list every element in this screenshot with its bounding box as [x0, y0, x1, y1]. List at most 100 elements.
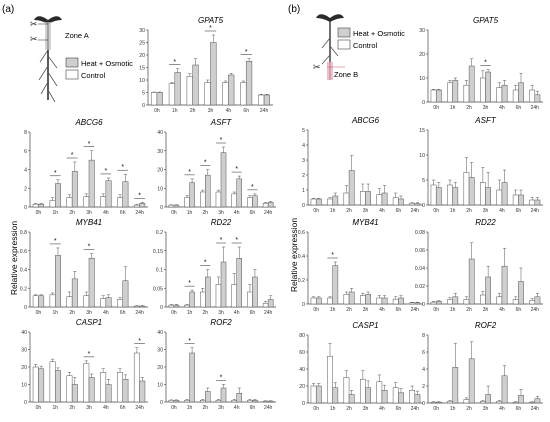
bar-treatment	[518, 194, 524, 206]
bar-control	[359, 191, 366, 206]
bar-control	[512, 401, 519, 404]
y-tick-label: 15	[139, 66, 145, 72]
y-tick-label: 20	[419, 52, 425, 58]
bar-treatment	[71, 171, 78, 208]
x-tick-label: 2h	[466, 105, 472, 111]
bar-control	[327, 198, 333, 206]
panel-label-b: (b)	[288, 4, 300, 15]
legend-b-treatment: Heat + Osmotic	[353, 29, 405, 38]
x-tick-label: 3h	[483, 307, 489, 313]
bar-treatment	[468, 177, 475, 206]
chart-title: MYB41	[76, 218, 102, 227]
bar-treatment	[236, 258, 242, 308]
significance-star: *	[484, 60, 487, 67]
bar-treatment	[228, 74, 235, 106]
y-tick-label: 0.04	[415, 266, 425, 272]
root-illustration-a	[34, 16, 62, 103]
bar-control	[215, 191, 222, 208]
bar-treatment	[365, 294, 372, 305]
y-tick-label: 0.08	[415, 230, 425, 236]
y-tick-label: 25	[139, 41, 145, 47]
x-tick-label: 2h	[346, 208, 352, 214]
bar-treatment	[105, 297, 112, 308]
x-tick-label: 0h	[171, 405, 177, 411]
x-tick-label: 24h	[531, 307, 540, 313]
legend-a: Heat + Osmotic Control	[65, 57, 133, 80]
x-tick-label: 0h	[313, 406, 319, 412]
bar-control	[222, 82, 229, 106]
y-tick-label: 40	[299, 367, 305, 373]
chart-a-rd22: RD22 0 0.05 0.1 0.15 0.2 0h 1h 2h 3h 4h 6h 24h * * * *	[153, 218, 276, 316]
bar-control	[310, 297, 317, 305]
bar-treatment	[414, 302, 421, 305]
bar-control	[168, 400, 175, 403]
y-tick-label: 20	[157, 365, 163, 371]
bar-treatment	[210, 42, 217, 106]
bar-control	[496, 401, 503, 404]
bar-treatment	[348, 170, 355, 206]
bar-treatment	[485, 187, 492, 206]
legend-a-treatment: Heat + Osmotic	[81, 59, 133, 68]
x-tick-label: 24h	[135, 310, 144, 316]
bar-treatment	[485, 394, 492, 404]
bar-control	[376, 194, 383, 206]
significance-star: *	[220, 375, 223, 382]
y-tick-label: 20	[157, 168, 163, 174]
bar-treatment	[315, 198, 322, 206]
bar-treatment	[236, 393, 242, 403]
x-tick-label: 0h	[36, 310, 42, 316]
x-tick-label: 2h	[466, 307, 472, 313]
y-tick-label: 0.8	[20, 230, 27, 236]
bar-treatment	[534, 398, 541, 404]
bar-treatment	[189, 291, 195, 308]
bar-control	[231, 193, 237, 208]
x-tick-label: 2h	[203, 405, 209, 411]
y-tick-label: 0.4	[20, 268, 27, 274]
significance-star: *	[88, 244, 91, 251]
bar-treatment	[205, 276, 211, 308]
bar-control	[376, 381, 383, 404]
x-tick-label: 1h	[53, 405, 59, 411]
x-tick-label: 2h	[203, 310, 209, 316]
chart-a-rof2: ROF2 0 10 20 30 40 0h 1h 2h 3h 4h 6h 24h * *	[157, 318, 276, 411]
x-tick-label: 6h	[396, 406, 402, 412]
bar-control	[409, 203, 416, 206]
x-tick-label: 24h	[135, 210, 144, 216]
bar-control	[247, 197, 253, 208]
chart-title: ASFT	[474, 116, 497, 125]
bar-treatment	[381, 297, 388, 305]
x-tick-label: 6h	[250, 210, 256, 216]
y-tick-label: 4	[24, 168, 27, 174]
bar-treatment	[252, 195, 258, 208]
y-tick-label: 40	[21, 330, 27, 336]
bar-control	[310, 198, 317, 206]
bar-control	[327, 356, 333, 404]
bar-treatment	[414, 203, 421, 206]
bar-treatment	[501, 182, 508, 206]
bar-control	[529, 300, 536, 305]
bar-treatment	[236, 178, 242, 208]
x-tick-label: 4h	[379, 307, 385, 313]
x-tick-label: 3h	[483, 208, 489, 214]
x-tick-label: 2h	[69, 210, 75, 216]
chart-b-asft: ASFT 0 5 10 15 0h 1h 2h 3h 4h 6h 24h	[419, 116, 543, 214]
bar-treatment	[518, 395, 524, 404]
bar-control	[392, 387, 399, 404]
x-tick-label: 24h	[411, 406, 420, 412]
y-tick-label: 80	[299, 333, 305, 339]
bar-treatment	[38, 203, 45, 208]
y-tick-label: 0	[422, 302, 425, 308]
x-tick-label: 4h	[234, 405, 240, 411]
y-tick-label: 60	[299, 350, 305, 356]
significance-star: *	[220, 237, 223, 244]
y-tick-label: 10	[139, 78, 145, 84]
y-tick-label: 2	[302, 173, 305, 179]
root-illustration-b	[316, 14, 345, 80]
x-tick-label: 1h	[187, 210, 193, 216]
bar-treatment	[71, 278, 78, 308]
bar-treatment	[189, 182, 195, 208]
chart-a-gpat5: GPAT5 0 5 10 15 20 25 30 0h 1h 2h 3h 4h 6h 24h * * *	[139, 16, 273, 114]
bar-treatment	[55, 183, 61, 208]
